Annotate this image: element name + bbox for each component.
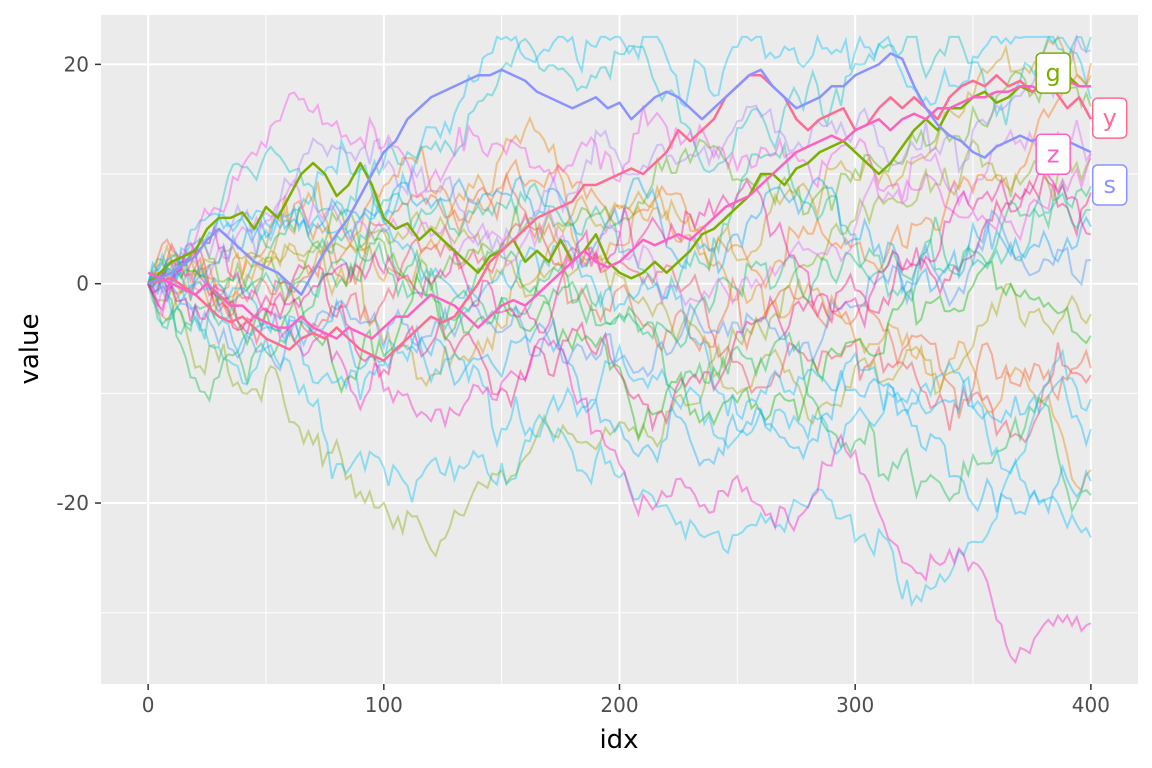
series-line-y (147, 74, 1093, 362)
background-series-line (147, 138, 1092, 559)
series-label-group: g y z s (1035, 52, 1128, 206)
x-tick-label: 200 (600, 693, 638, 717)
background-series-line (147, 33, 1092, 287)
series-line-g (147, 74, 1091, 285)
background-series-line (147, 226, 1092, 514)
background-series-line (147, 260, 1092, 516)
background-series-group (147, 33, 1092, 665)
y-tick-label: 20 (64, 52, 89, 76)
major-gridlines (101, 15, 1138, 684)
x-tick-label: 100 (365, 693, 403, 717)
x-axis: 0 100 200 300 400 (142, 684, 1110, 717)
highlighted-series-group (147, 52, 1093, 362)
series-tag-z: z (1035, 133, 1071, 176)
background-series-line (147, 197, 1092, 448)
background-series-line (147, 35, 1092, 289)
series-tag-text: g (1046, 59, 1061, 87)
background-series-line (147, 70, 1092, 304)
background-series-line (147, 175, 1092, 296)
y-axis: -20 0 20 (56, 52, 101, 515)
series-tag-y: y (1091, 97, 1128, 139)
background-series-line (147, 33, 1092, 295)
series-tag-box (1091, 97, 1128, 139)
background-series-line (147, 120, 1092, 308)
background-series-line (147, 275, 1092, 608)
series-tag-text: y (1103, 104, 1117, 132)
background-series-line (147, 62, 1092, 295)
x-tick-label: 400 (1072, 693, 1110, 717)
series-line-z (147, 79, 1091, 340)
series-line-s (147, 52, 1092, 296)
background-series-line (147, 34, 1092, 388)
x-tick-label: 0 (142, 693, 155, 717)
background-series-line (147, 162, 1092, 335)
background-series-line (147, 170, 1092, 419)
y-axis-title: value (15, 313, 45, 384)
background-series-line (147, 173, 1092, 433)
background-series-line (147, 115, 1092, 493)
background-series-line (147, 276, 1092, 538)
background-series-line (147, 223, 1092, 665)
series-tag-g: g (1035, 52, 1071, 94)
x-axis-title: idx (599, 725, 638, 755)
background-series-line (147, 210, 1092, 426)
series-tag-box (1035, 52, 1071, 94)
background-series-line (147, 178, 1092, 349)
series-tag-text: s (1103, 171, 1116, 199)
background-series-line (147, 209, 1092, 378)
series-tag-box (1035, 133, 1071, 176)
x-tick-label: 300 (836, 693, 874, 717)
series-tag-s: s (1091, 164, 1128, 206)
y-tick-label: -20 (56, 491, 89, 515)
background-series-line (147, 140, 1091, 340)
background-series-line (147, 91, 1092, 319)
series-tag-text: z (1047, 140, 1060, 168)
y-tick-label: 0 (76, 272, 89, 296)
series-tag-box (1091, 164, 1128, 206)
